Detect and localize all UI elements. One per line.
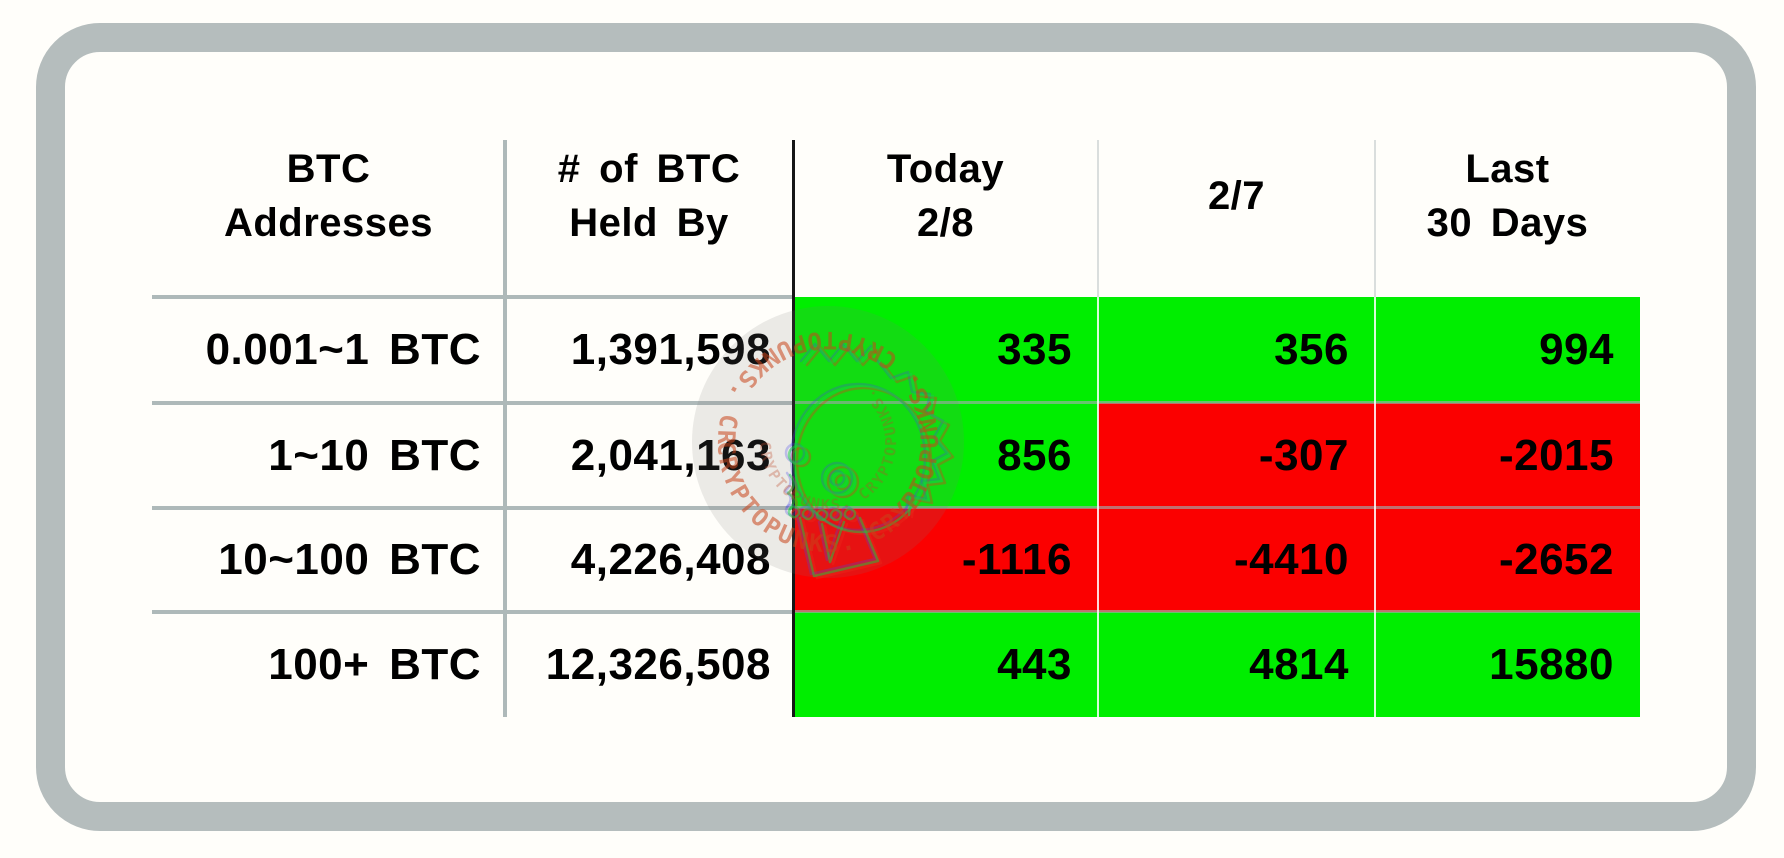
change-prev-day-cell: -307 xyxy=(1098,403,1375,508)
header-line: Last xyxy=(1465,146,1550,191)
address-range-cell: 100+ BTC xyxy=(268,639,481,689)
held-count-cell: 12,326,508 xyxy=(545,639,771,689)
change-prev-day-cell: -4410 xyxy=(1098,508,1375,612)
held-count-cell: 4,226,408 xyxy=(570,535,771,584)
rounded-frame xyxy=(36,23,1756,831)
change-30d-cell: 994 xyxy=(1375,297,1640,403)
header-line: 2/7 xyxy=(1207,173,1266,218)
address-range-cell: 10~100 BTC xyxy=(218,535,481,584)
change-30d-cell: -2015 xyxy=(1375,403,1640,508)
header-btc-addresses: BTC Addresses xyxy=(152,140,505,297)
address-range-cell: 1~10 BTC xyxy=(268,430,481,480)
header-line: # of BTC xyxy=(557,146,741,191)
address-range-cell: 0.001~1 BTC xyxy=(205,325,481,374)
header-line: Today xyxy=(886,146,1005,191)
header-line: Addresses xyxy=(223,200,434,245)
header-line: Held By xyxy=(569,200,729,245)
held-count-cell: 1,391,598 xyxy=(570,325,771,374)
change-today-cell: 856 xyxy=(793,403,1098,508)
header-line: 2/8 xyxy=(916,200,975,245)
change-today-cell: 443 xyxy=(793,612,1098,717)
change-30d-cell: -2652 xyxy=(1375,508,1640,612)
header-prev-day: 2/7 xyxy=(1098,140,1375,297)
held-count-cell: 2,041,163 xyxy=(570,430,771,480)
change-prev-day-cell: 4814 xyxy=(1098,612,1375,717)
change-today-cell: 335 xyxy=(793,297,1098,403)
change-30d-cell: 15880 xyxy=(1375,612,1640,717)
header-line: BTC xyxy=(286,146,371,191)
change-prev-day-cell: 356 xyxy=(1098,297,1375,403)
change-today-cell: -1116 xyxy=(793,508,1098,612)
header-last-30-days: Last 30 Days xyxy=(1375,140,1640,297)
btc-address-table: BTC Addresses # of BTC Held By Today 2/8… xyxy=(152,140,1640,717)
header-btc-held-by: # of BTC Held By xyxy=(505,140,793,297)
header-line: 30 Days xyxy=(1426,200,1589,245)
header-today: Today 2/8 xyxy=(793,140,1098,297)
